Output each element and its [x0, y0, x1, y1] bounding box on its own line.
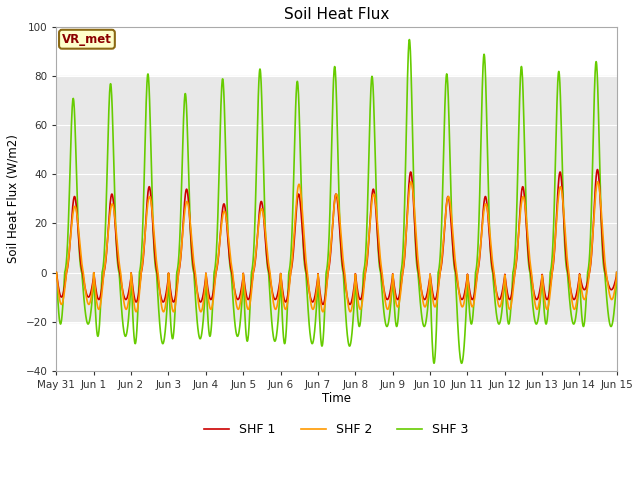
SHF 3: [365, 154, 372, 160]
SHF 1: [500, 281, 508, 287]
Title: Soil Heat Flux: Soil Heat Flux: [284, 7, 389, 22]
SHF 3: [209, 302, 216, 308]
SHF 3: [52, 270, 60, 276]
Y-axis label: Soil Heat Flux (W/m2): Soil Heat Flux (W/m2): [7, 134, 20, 264]
SHF 2: [209, 301, 216, 307]
SHF 1: [594, 167, 602, 172]
SHF 2: [500, 285, 508, 291]
SHF 1: [346, 301, 354, 307]
Bar: [56, 76, 617, 322]
Line: SHF 3: SHF 3: [56, 39, 617, 363]
SHF 3: [613, 270, 621, 276]
SHF 2: [365, 231, 373, 237]
SHF 2: [579, 294, 587, 300]
SHF 3: [353, 298, 360, 303]
SHF 2: [52, 270, 60, 276]
SHF 1: [579, 285, 587, 291]
SHF 1: [365, 233, 373, 239]
SHF 3: [430, 360, 438, 366]
SHF 2: [564, 257, 572, 263]
SHF 3: [579, 324, 587, 329]
SHF 1: [613, 270, 621, 276]
SHF 3: [500, 288, 508, 294]
X-axis label: Time: Time: [322, 393, 351, 406]
Text: VR_met: VR_met: [62, 33, 112, 46]
SHF 1: [209, 293, 216, 299]
SHF 2: [594, 179, 602, 185]
SHF 2: [319, 309, 327, 315]
SHF 1: [52, 270, 60, 276]
SHF 3: [564, 273, 572, 279]
SHF 2: [613, 270, 621, 276]
SHF 1: [564, 265, 572, 271]
SHF 1: [353, 283, 361, 289]
Line: SHF 1: SHF 1: [56, 169, 617, 304]
Line: SHF 2: SHF 2: [56, 182, 617, 312]
SHF 3: [406, 36, 413, 42]
Legend: SHF 1, SHF 2, SHF 3: SHF 1, SHF 2, SHF 3: [200, 418, 474, 441]
SHF 2: [353, 288, 361, 294]
